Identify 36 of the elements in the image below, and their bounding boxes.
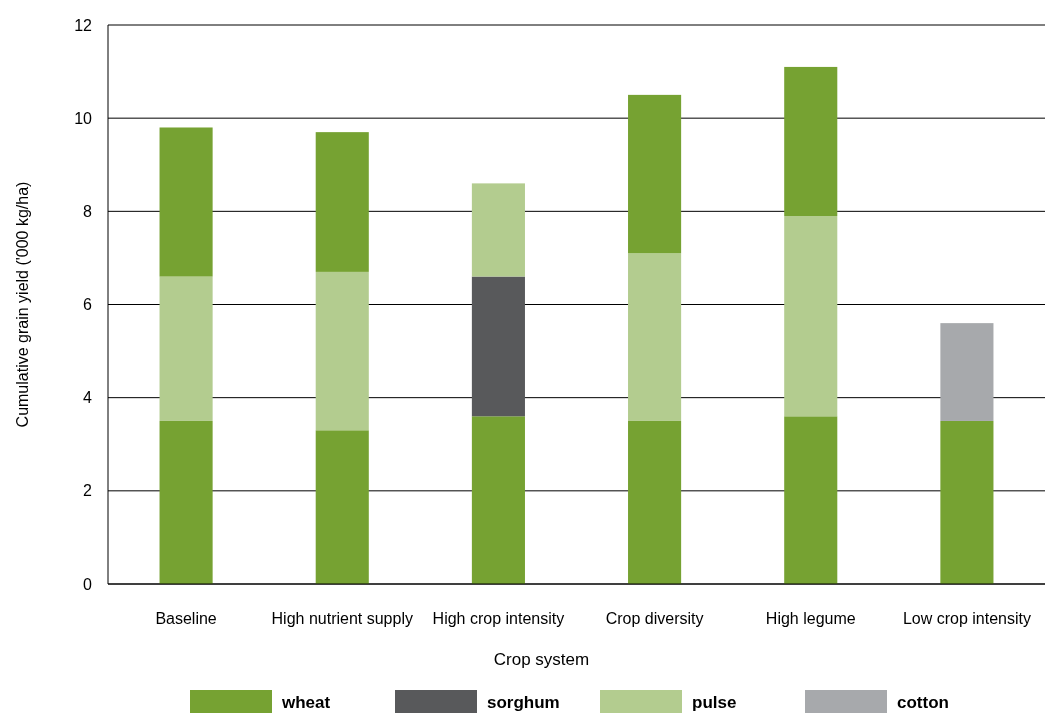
bar xyxy=(940,420,994,584)
legend-label: sorghum xyxy=(487,693,560,712)
bar xyxy=(471,276,525,417)
y-tick-label: 0 xyxy=(83,575,93,593)
y-tick-label: 2 xyxy=(83,482,93,500)
bar xyxy=(315,430,369,584)
y-tick-label: 4 xyxy=(83,389,93,407)
x-tick-label: Low crop intensity xyxy=(902,610,1031,627)
x-tick-label: High nutrient supply xyxy=(271,610,413,627)
bar xyxy=(159,276,213,421)
x-tick-label: Crop diversity xyxy=(605,610,704,627)
bar xyxy=(471,183,525,277)
bar xyxy=(784,215,838,417)
legend-label: pulse xyxy=(692,693,737,712)
y-tick-label: 10 xyxy=(74,109,93,127)
bar xyxy=(628,420,682,584)
y-tick-label: 8 xyxy=(83,202,93,220)
y-tick-label: 12 xyxy=(74,16,93,34)
bar xyxy=(784,66,838,216)
x-axis-title: Crop system xyxy=(493,650,590,669)
x-tick-label: Baseline xyxy=(155,610,217,627)
bar xyxy=(159,127,213,277)
bar xyxy=(940,323,994,421)
legend-label: cotton xyxy=(897,693,949,712)
bar xyxy=(315,271,369,431)
x-tick-label: High legume xyxy=(765,610,856,627)
bar xyxy=(628,253,682,421)
bar xyxy=(471,416,525,584)
bar xyxy=(628,94,682,254)
legend-label: wheat xyxy=(281,693,331,712)
y-tick-label: 6 xyxy=(83,296,93,314)
x-tick-label: High crop intensity xyxy=(432,610,565,627)
bar xyxy=(784,416,838,584)
bar xyxy=(159,420,213,584)
y-axis-title: Cumulative grain yield ('000 kg/ha) xyxy=(14,181,31,428)
bar xyxy=(315,132,369,272)
